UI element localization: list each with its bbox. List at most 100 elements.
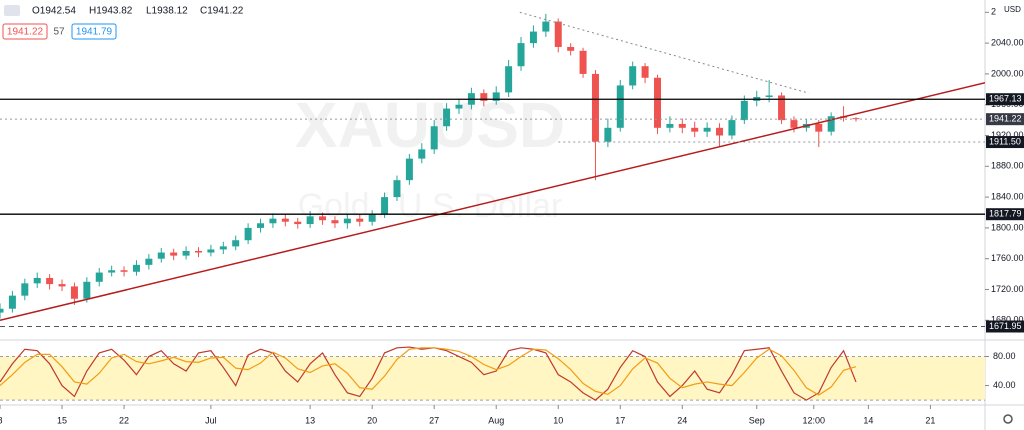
candle-body: [70, 286, 78, 299]
price-label: 1911.50: [989, 136, 1021, 146]
candle-body: [306, 216, 314, 225]
price-label: 1941.22: [989, 114, 1022, 124]
price-label-box: [986, 208, 1024, 221]
candle-body: [269, 218, 277, 224]
buy-button[interactable]: [71, 23, 117, 40]
candle-body: [21, 283, 29, 296]
y-tick-label: 1720.00: [991, 284, 1024, 294]
candle-body: [0, 308, 4, 313]
candle-body: [356, 218, 364, 222]
settings-button[interactable]: [1003, 414, 1013, 424]
candle-body: [815, 123, 823, 132]
price-label: 1671.95: [989, 321, 1022, 331]
candle-body: [691, 127, 699, 132]
x-tick-label: 22: [119, 415, 129, 425]
watermark-symbol: XAUUSD: [295, 89, 565, 161]
ohlc-low: L1938.12: [146, 6, 188, 17]
candle-body: [58, 284, 66, 287]
candle-body: [443, 108, 451, 127]
candle-body: [567, 46, 575, 51]
ask-price: 1941.79: [76, 27, 113, 38]
candle-body: [120, 270, 128, 272]
y-tick-label: 1880.00: [991, 161, 1024, 171]
x-tick-label: 24: [677, 415, 687, 425]
candle-body: [331, 220, 339, 224]
candle-body: [418, 149, 426, 159]
x-tick-label: Sep: [749, 415, 765, 425]
collapse-button[interactable]: [4, 5, 20, 16]
candle-body: [219, 246, 227, 250]
candle-body: [8, 295, 16, 309]
candle-body: [778, 95, 786, 121]
watermark-description: Gold / U.S. Dollar: [298, 187, 563, 225]
x-tick-label: 17: [615, 415, 625, 425]
price-label-box: [986, 113, 1024, 126]
candle-body: [405, 158, 413, 181]
y-tick-label: 1840.00: [991, 191, 1024, 201]
candle-body: [455, 104, 463, 109]
y-tick-label: 80.00: [993, 351, 1016, 361]
candle-body: [194, 250, 202, 253]
candle-body: [430, 126, 438, 150]
price-label: 1817.79: [989, 209, 1022, 219]
y-tick-label: 2000.00: [991, 68, 1024, 78]
ohlc-high: H1943.82: [89, 6, 133, 17]
candle-body: [170, 252, 178, 256]
candle-body: [740, 100, 748, 121]
candle-body: [790, 120, 798, 128]
candle-body: [343, 218, 351, 224]
price-label-box: [986, 320, 1024, 333]
candle-body: [33, 277, 41, 284]
candle-body: [703, 127, 711, 132]
candle-body: [852, 118, 860, 120]
candle-body: [319, 216, 327, 221]
overlay: 1680.00 1720.00 1760.00 1800.00 1840.00 1880.…: [0, 7, 1024, 425]
x-tick-label: 12:00: [803, 415, 826, 425]
candle-body: [368, 214, 376, 222]
x-tick-label: 8: [0, 415, 3, 425]
y-tick-label: 2: [991, 7, 996, 17]
price-label-box: [986, 136, 1024, 149]
candle-body: [716, 127, 724, 136]
candle-body: [157, 252, 165, 259]
candle-body: [207, 249, 215, 253]
bid-price: 1941.22: [7, 27, 44, 38]
candle-body: [132, 264, 140, 272]
x-tick-label: 15: [57, 415, 67, 425]
x-tick-label: 21: [925, 415, 935, 425]
x-tick-label: 20: [367, 415, 377, 425]
y-tick-label: 1800.00: [991, 222, 1024, 232]
candle-body: [257, 223, 265, 228]
x-tick-label: 27: [429, 415, 439, 425]
candle-body: [244, 227, 252, 241]
main-pane: [0, 11, 985, 327]
candle-body: [579, 50, 587, 74]
candle-body: [393, 180, 401, 198]
currency-label: USD: [1004, 5, 1021, 14]
candle-body: [182, 250, 190, 256]
y-tick-label: 1760.00: [991, 253, 1024, 263]
candle-body: [542, 21, 550, 32]
x-tick-label: 10: [553, 415, 563, 425]
y-tick-label: 1680.00: [991, 315, 1024, 325]
candle-body: [145, 258, 153, 265]
y-tick-label: 1920.00: [991, 130, 1024, 140]
trend-line: [0, 81, 985, 322]
candle-body: [294, 221, 302, 225]
y-tick-label: 40.00: [993, 380, 1016, 390]
x-tick-label: Aug: [488, 415, 504, 425]
candle-body: [492, 92, 500, 101]
price-label: 1967.13: [989, 94, 1022, 104]
trend-line: [519, 11, 809, 94]
candle-body: [641, 66, 649, 78]
spread: 57: [53, 27, 65, 38]
x-tick-label: Jul: [205, 415, 217, 425]
ohlc-open: O1942.54: [32, 6, 76, 17]
candle-body: [46, 277, 54, 285]
x-tick-label: 13: [305, 415, 315, 425]
candle-body: [827, 116, 835, 132]
sell-button[interactable]: [2, 23, 48, 40]
candle-body: [765, 95, 773, 98]
candle-body: [666, 123, 674, 128]
